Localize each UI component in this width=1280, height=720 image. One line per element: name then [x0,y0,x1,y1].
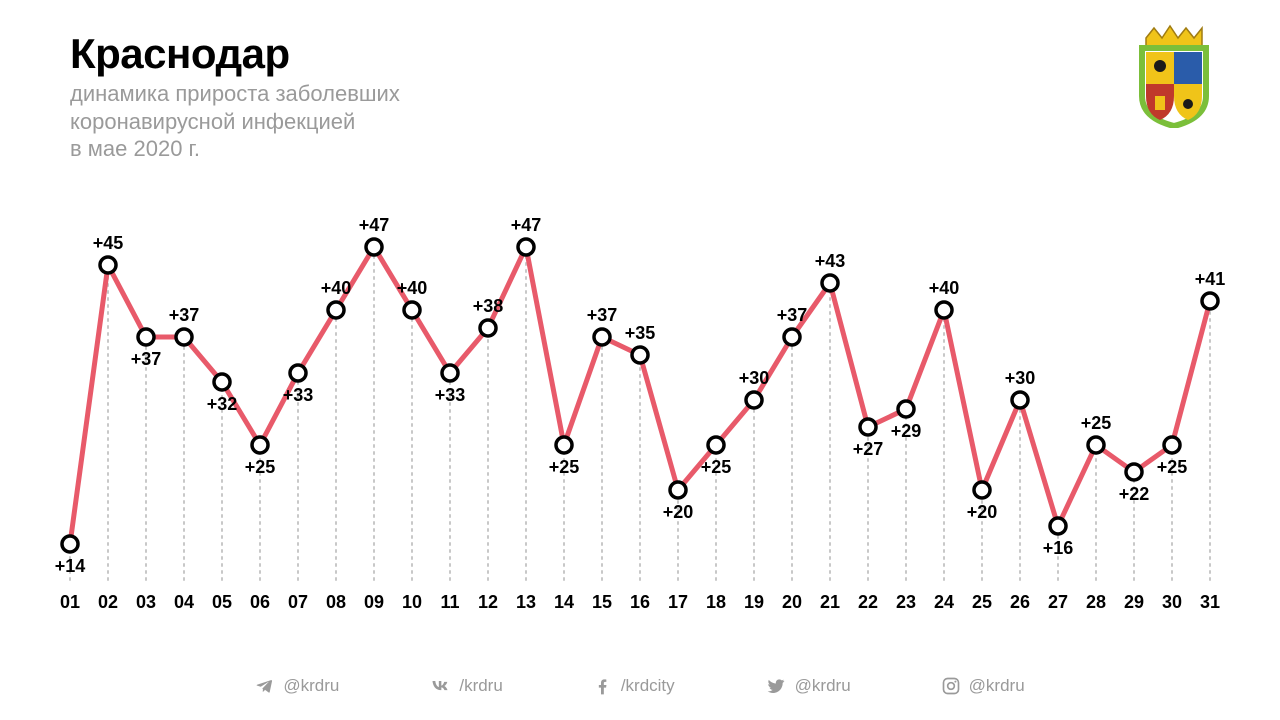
social-handle: /krdru [459,676,502,696]
social-handle: @krdru [969,676,1025,696]
x-tick-label: 03 [136,592,156,612]
data-point-label: +14 [55,556,86,576]
instagram-icon [941,676,961,696]
subtitle-line-1: динамика прироста заболевших [70,81,400,106]
data-point-label: +41 [1195,269,1226,289]
x-tick-label: 30 [1162,592,1182,612]
data-point-label: +37 [169,305,200,325]
data-point-label: +25 [1081,413,1112,433]
data-point-label: +32 [207,394,238,414]
data-point-label: +40 [321,278,352,298]
data-point-label: +40 [397,278,428,298]
facebook-icon [593,676,613,696]
x-tick-label: 06 [250,592,270,612]
x-tick-label: 10 [402,592,422,612]
x-tick-label: 28 [1086,592,1106,612]
social-link[interactable]: /krdcity [593,676,675,696]
subtitle: динамика прироста заболевших коронавирус… [70,80,400,163]
data-point-label: +22 [1119,484,1150,504]
data-point-label: +20 [663,502,694,522]
social-handle: @krdru [795,676,851,696]
data-point-label: +43 [815,251,846,271]
x-tick-label: 22 [858,592,878,612]
x-tick-label: 04 [174,592,194,612]
data-point-label: +30 [739,368,770,388]
twitter-icon [765,676,787,696]
x-tick-label: 15 [592,592,612,612]
coat-of-arms-icon [1128,24,1220,128]
x-tick-label: 27 [1048,592,1068,612]
data-point-label: +25 [701,457,732,477]
vk-icon [429,676,451,696]
subtitle-line-3: в мае 2020 г. [70,136,200,161]
data-point-label: +33 [283,385,314,405]
line-chart: +14 +45 +37 +37 +32 +25 +33 +40 +47 +40 +33 +38 +47 +… [50,190,1230,620]
x-tick-label: 07 [288,592,308,612]
data-point-label: +38 [473,296,504,316]
data-point-label: +37 [587,305,618,325]
social-handle: /krdcity [621,676,675,696]
data-point-label: +16 [1043,538,1074,558]
x-tick-label: 24 [934,592,954,612]
page-title: Краснодар [70,32,400,76]
social-link[interactable]: @krdru [765,676,851,696]
data-point-label: +30 [1005,368,1036,388]
data-point-label: +37 [131,349,162,369]
x-tick-label: 26 [1010,592,1030,612]
data-point-label: +40 [929,278,960,298]
x-tick-label: 25 [972,592,992,612]
x-tick-label: 14 [554,592,574,612]
x-tick-label: 17 [668,592,688,612]
data-point-label: +25 [1157,457,1188,477]
x-tick-label: 31 [1200,592,1220,612]
x-tick-label: 12 [478,592,498,612]
x-tick-label: 13 [516,592,536,612]
data-point-label: +47 [359,215,390,235]
social-links-bar: @krdru/krdru/krdcity @krdru @krdru [0,676,1280,696]
data-point-label: +29 [891,421,922,441]
x-tick-label: 09 [364,592,384,612]
social-link[interactable]: @krdru [255,676,339,696]
data-point-label: +25 [245,457,276,477]
x-tick-label: 01 [60,592,80,612]
data-point-label: +37 [777,305,808,325]
social-handle: @krdru [283,676,339,696]
data-point-label: +27 [853,439,884,459]
data-point-label: +45 [93,233,124,253]
x-tick-label: 29 [1124,592,1144,612]
social-link[interactable]: /krdru [429,676,502,696]
x-tick-label: 23 [896,592,916,612]
subtitle-line-2: коронавирусной инфекцией [70,109,355,134]
x-tick-label: 19 [744,592,764,612]
x-tick-label: 02 [98,592,118,612]
x-tick-label: 18 [706,592,726,612]
data-point-label: +33 [435,385,466,405]
x-tick-label: 21 [820,592,840,612]
social-link[interactable]: @krdru [941,676,1025,696]
telegram-icon [255,676,275,696]
x-tick-label: 08 [326,592,346,612]
x-tick-label: 16 [630,592,650,612]
data-point-label: +35 [625,323,656,343]
data-point-label: +20 [967,502,998,522]
data-point-label: +47 [511,215,542,235]
x-tick-label: 05 [212,592,232,612]
data-point-label: +25 [549,457,580,477]
x-tick-label: 11 [440,592,459,612]
x-tick-label: 20 [782,592,802,612]
infographic-container: Краснодар динамика прироста заболевших к… [0,0,1280,720]
header-block: Краснодар динамика прироста заболевших к… [70,32,400,163]
